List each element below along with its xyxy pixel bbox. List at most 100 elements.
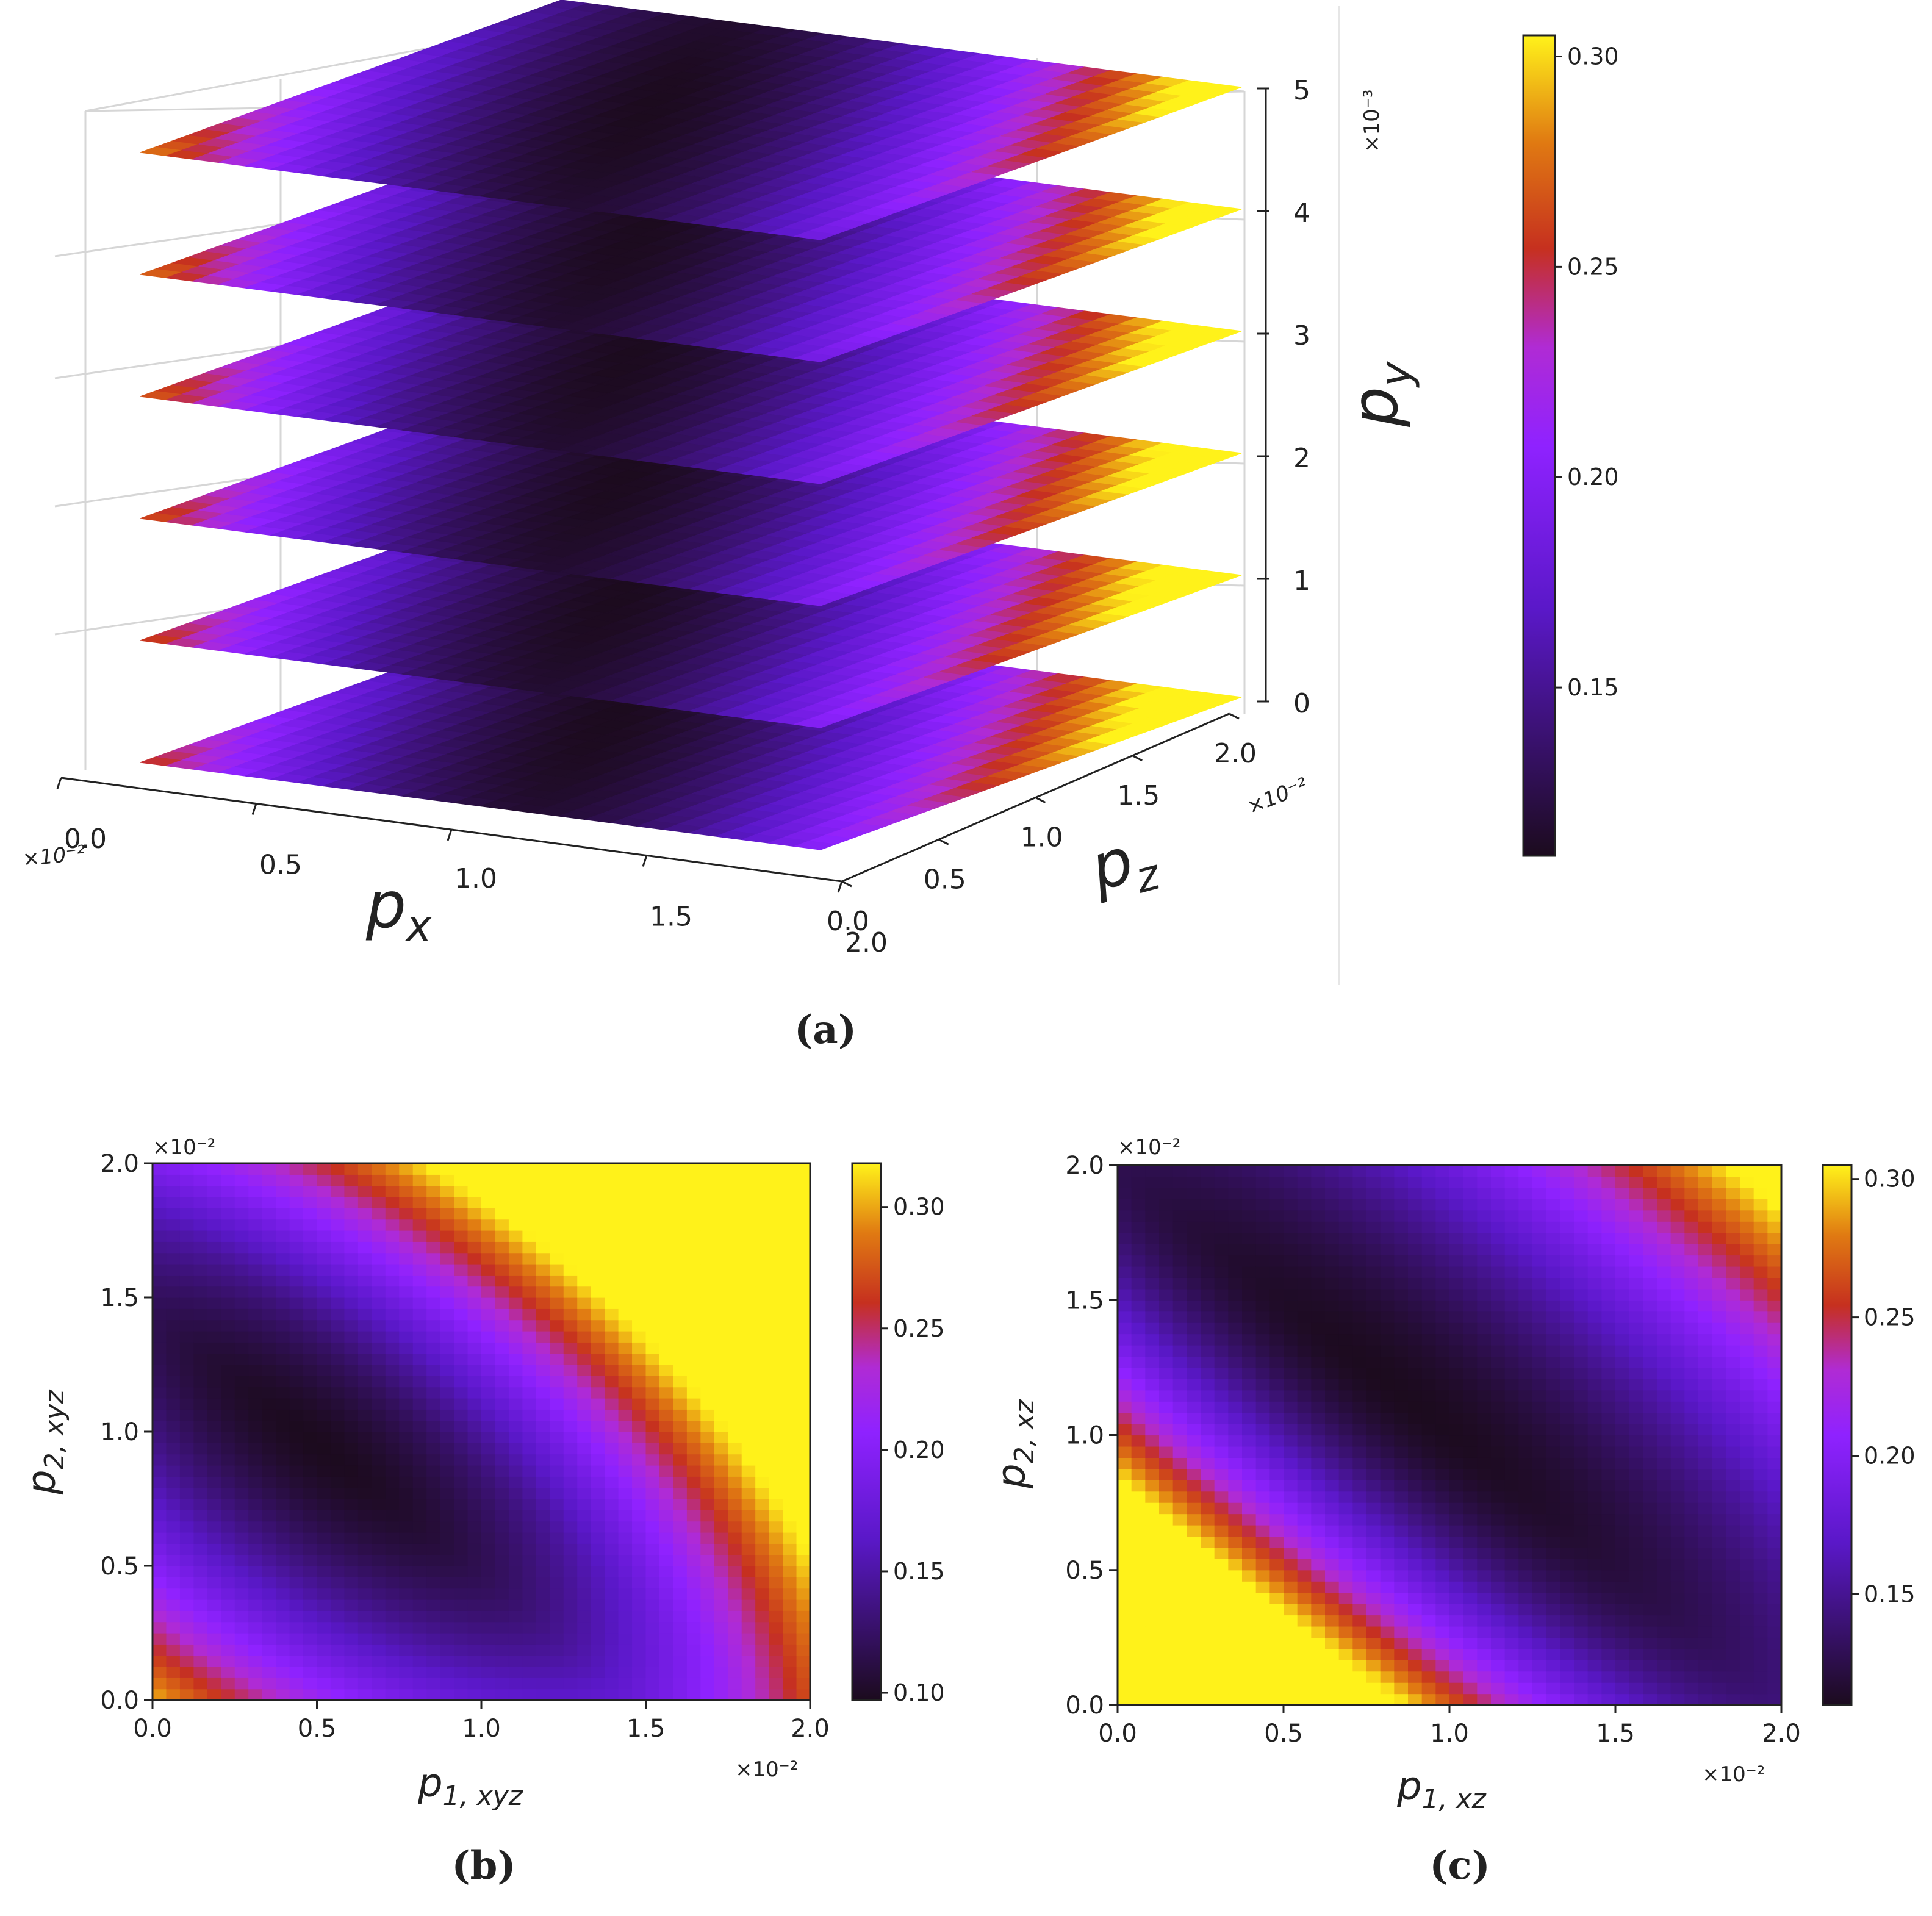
- plot-b-cell: [221, 1577, 235, 1589]
- plot-b-cell: [248, 1241, 263, 1254]
- plot-b-cell: [399, 1633, 414, 1645]
- plot-b-cell: [166, 1633, 181, 1645]
- plot-b-cell: [262, 1342, 276, 1354]
- plot-b-cell: [166, 1331, 181, 1343]
- plot-b-cell: [276, 1644, 290, 1656]
- plot-b-cell: [317, 1476, 331, 1488]
- plot-b-cell: [221, 1286, 235, 1298]
- plot-b-cell: [385, 1319, 400, 1332]
- plot-b-cell: [372, 1308, 386, 1321]
- x-tick-mark: [251, 803, 257, 815]
- plot-b-cell: [344, 1476, 359, 1488]
- plot-b-cell: [303, 1208, 318, 1220]
- plot-b-cell: [344, 1319, 359, 1332]
- plot-b-cell: [248, 1230, 263, 1242]
- plot-b-cell: [357, 1655, 372, 1667]
- plot-b-cell: [166, 1510, 181, 1522]
- plot-b-cell: [153, 1633, 167, 1645]
- plot-b-cell: [248, 1667, 263, 1678]
- plot-b-cell: [193, 1308, 208, 1321]
- plot-b-cell: [330, 1297, 345, 1309]
- plot-b-cell: [207, 1644, 221, 1656]
- plot-b-cell: [166, 1387, 181, 1399]
- plot-b-cell: [234, 1443, 249, 1455]
- plot-b-cell: [193, 1365, 208, 1376]
- plot-b-cell: [289, 1174, 304, 1186]
- plot-b-cell: [207, 1677, 221, 1690]
- plot-b-cell: [179, 1521, 194, 1533]
- plot-b-cell: [262, 1677, 276, 1690]
- plot-b-cell: [276, 1376, 290, 1388]
- plot-b-cell: [303, 1655, 318, 1667]
- plot-b-cell: [357, 1454, 372, 1466]
- plot-b-cell: [357, 1621, 372, 1634]
- plot-b-cell: [289, 1376, 304, 1388]
- z-tick-label: 0.5: [924, 864, 966, 895]
- plot-b-cell: [153, 1476, 167, 1488]
- plot-b-cell: [248, 1342, 263, 1354]
- plot-b-cell: [153, 1398, 167, 1410]
- plot-b-cell: [262, 1163, 276, 1175]
- plot-b-cell: [248, 1543, 263, 1555]
- plot-b-cell: [303, 1286, 318, 1298]
- plot-b-cell: [234, 1454, 249, 1466]
- plot-b-cell: [372, 1688, 386, 1701]
- plot-b-cell: [385, 1297, 400, 1309]
- plot-b-cell: [166, 1621, 181, 1634]
- plot-b-cell: [221, 1353, 235, 1365]
- plot-b-cell: [207, 1331, 221, 1343]
- plot-b-cell: [179, 1398, 194, 1410]
- plot-b-cell: [248, 1487, 263, 1499]
- plot-b-cell: [234, 1499, 249, 1510]
- plot-b-cell: [248, 1252, 263, 1265]
- plot-b-cell: [193, 1376, 208, 1388]
- y-tick-label: 5: [1293, 75, 1310, 106]
- plot-b-cell: [317, 1241, 331, 1254]
- plot-b-cell: [193, 1566, 208, 1577]
- plot-b-cell: [344, 1376, 359, 1388]
- plot-b-cell: [317, 1286, 331, 1298]
- plot-b-cell: [372, 1621, 386, 1634]
- y-tick-label: 1: [1293, 565, 1310, 597]
- plot-b-cell: [330, 1688, 345, 1701]
- plot-b-cell: [207, 1275, 221, 1287]
- plot-b-cell: [248, 1174, 263, 1186]
- plot-b-cell: [221, 1365, 235, 1376]
- plot-b-cell: [153, 1677, 167, 1690]
- plot-b-cell: [276, 1387, 290, 1399]
- plot-b-cell: [248, 1219, 263, 1231]
- plot-b-cell: [179, 1197, 194, 1208]
- colorbar-tick-label: 0.20: [1567, 464, 1619, 490]
- plot-b-cell: [153, 1163, 167, 1175]
- plot-b-cell: [262, 1353, 276, 1365]
- plot-b-cell: [372, 1499, 386, 1510]
- plot-b-cell: [234, 1174, 249, 1186]
- plot-b-cell: [193, 1588, 208, 1600]
- plot-b-cell: [357, 1219, 372, 1231]
- plot-b-cell: [330, 1510, 345, 1522]
- plot-b-cell: [153, 1264, 167, 1276]
- plot-b-cell: [303, 1275, 318, 1287]
- plot-b-cell: [207, 1487, 221, 1499]
- plot-b-cell: [385, 1599, 400, 1611]
- panel-a-z-scale-label: ×10⁻²: [1243, 773, 1311, 819]
- plot-b-cell: [166, 1644, 181, 1656]
- y-tick-label: 4: [1293, 198, 1310, 229]
- plot-b-cell: [330, 1621, 345, 1634]
- plot-b-cell: [357, 1185, 372, 1197]
- plot-b-cell: [303, 1677, 318, 1690]
- plot-b-cell: [372, 1185, 386, 1197]
- plot-b-cell: [344, 1644, 359, 1656]
- plot-b-cell: [248, 1409, 263, 1421]
- plot-b-cell: [330, 1633, 345, 1645]
- plot-b-cell: [317, 1499, 331, 1510]
- plot-b-cell: [166, 1365, 181, 1376]
- plot-b-cell: [221, 1208, 235, 1220]
- plot-b-cell: [193, 1633, 208, 1645]
- plot-b-cell: [344, 1688, 359, 1701]
- plot-b-cell: [303, 1644, 318, 1656]
- plot-b-cell: [303, 1633, 318, 1645]
- plot-b-cell: [234, 1599, 249, 1611]
- plot-b-cell: [153, 1599, 167, 1611]
- plot-b-cell: [153, 1577, 167, 1589]
